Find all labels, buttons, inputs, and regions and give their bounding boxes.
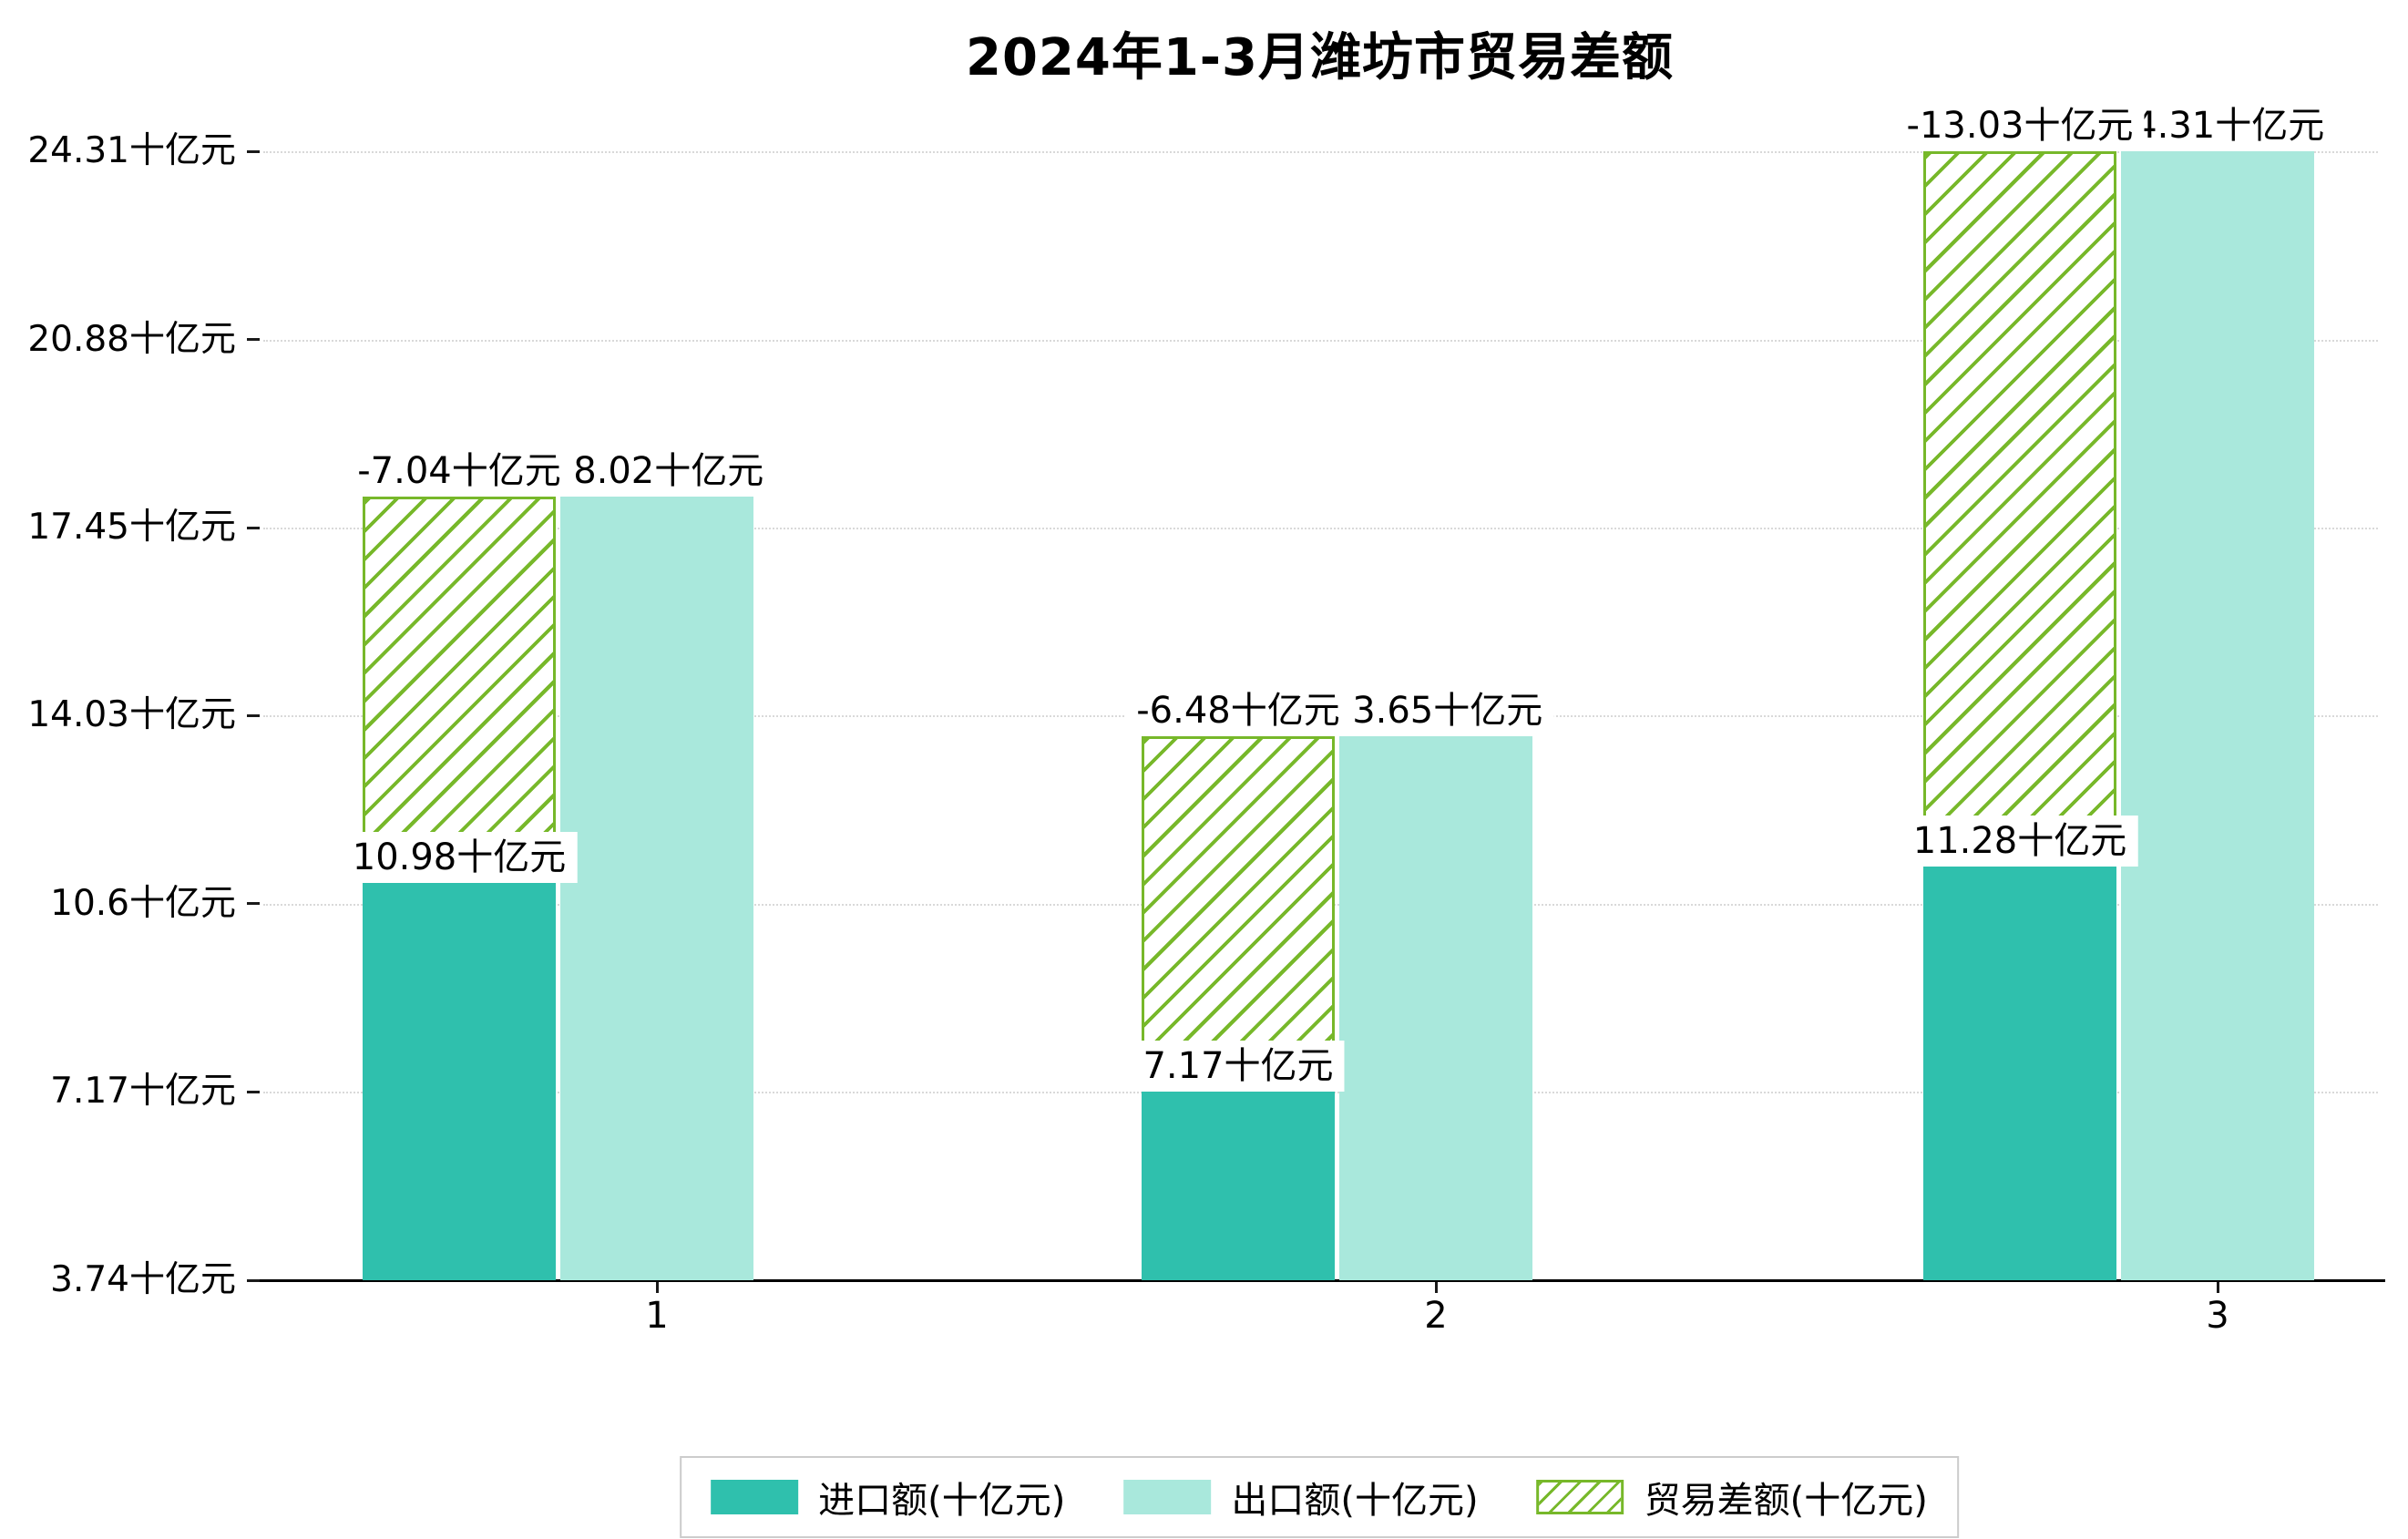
legend-item-export: 出口额(十亿元) xyxy=(1123,1471,1479,1524)
y-axis-tick-label: 3.74十亿元 xyxy=(50,1259,236,1300)
x-axis-tick xyxy=(1434,1282,1438,1293)
import-legend-swatch xyxy=(711,1480,799,1514)
export-legend-swatch xyxy=(1123,1480,1212,1514)
trade-balance-value-label: -13.03十亿元 xyxy=(1895,100,2145,151)
y-axis-tick xyxy=(247,713,260,717)
import-value-label: 10.98十亿元 xyxy=(341,831,578,883)
y-axis-tick-label: 10.6十亿元 xyxy=(50,882,236,924)
import-bar xyxy=(1142,1092,1335,1280)
legend-label-import: 进口额(十亿元) xyxy=(818,1480,1066,1522)
y-axis-tick-label: 20.88十亿元 xyxy=(27,318,236,360)
trade-balance-value-label: -7.04十亿元 xyxy=(346,445,572,497)
import-value-label: 11.28十亿元 xyxy=(1901,815,2138,867)
legend-item-import: 进口额(十亿元) xyxy=(711,1471,1065,1524)
gridline xyxy=(263,339,2378,342)
export-bar xyxy=(1339,736,1532,1280)
x-axis-tick-label: 1 xyxy=(645,1295,669,1337)
y-axis-tick xyxy=(247,149,260,153)
y-axis-tick-label: 7.17十亿元 xyxy=(50,1071,236,1113)
export-value-label: 13.65十亿元 xyxy=(1317,685,1554,737)
x-axis-tick-label: 2 xyxy=(1424,1295,1448,1337)
export-value-label: 18.02十亿元 xyxy=(538,445,775,497)
gridline xyxy=(263,151,2378,153)
trade-balance-value-label: -6.48十亿元 xyxy=(1125,685,1351,737)
y-axis-tick-label: 17.45十亿元 xyxy=(27,507,236,549)
y-axis-tick-label: 24.31十亿元 xyxy=(27,130,236,171)
export-bar xyxy=(560,496,753,1280)
y-axis-tick-label: 14.03十亿元 xyxy=(27,694,236,736)
x-axis-tick xyxy=(655,1282,659,1293)
trade-balance-bar xyxy=(1142,736,1335,1093)
import-value-label: 7.17十亿元 xyxy=(1132,1041,1345,1093)
y-axis-tick xyxy=(247,902,260,906)
y-axis-tick xyxy=(247,1278,260,1282)
gridline xyxy=(263,528,2378,530)
y-axis-tick xyxy=(247,1090,260,1093)
x-axis-tick-label: 3 xyxy=(2206,1295,2229,1337)
legend: 进口额(十亿元) 出口额(十亿元) 贸易差额(十亿元) xyxy=(680,1456,1959,1538)
plot-area: 3.74十亿元 7.17十亿元 10.6十亿元 14.03十亿元 17.45十亿元 20.… xyxy=(27,100,2385,1337)
chart-title: 2024年1-3月潍坊市贸易差额 xyxy=(965,28,1675,87)
x-axis-line xyxy=(258,1279,2385,1282)
legend-label-export: 出口额(十亿元) xyxy=(1231,1480,1479,1522)
legend-item-trade-balance: 贸易差额(十亿元) xyxy=(1536,1471,1928,1524)
trade-balance-legend-swatch xyxy=(1536,1480,1624,1514)
import-bar xyxy=(363,882,556,1280)
export-bar xyxy=(2121,151,2314,1280)
trade-balance-bar xyxy=(1923,151,2116,867)
import-bar xyxy=(1923,866,2116,1280)
legend-label-trade-balance: 贸易差额(十亿元) xyxy=(1644,1480,1928,1522)
y-axis-tick xyxy=(247,526,260,529)
y-axis-tick xyxy=(247,338,260,342)
x-axis-tick xyxy=(2216,1282,2219,1293)
trade-balance-bar xyxy=(363,496,556,883)
